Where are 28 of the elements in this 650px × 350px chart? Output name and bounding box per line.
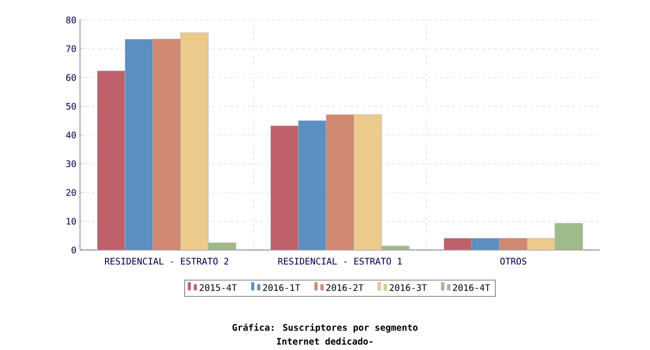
bar [97,70,126,250]
text: Gráfica: Suscriptores por segmento [232,323,418,333]
legend-label: 2016-3T [390,284,427,291]
legend-label: 2015-4T [200,284,237,291]
y-tick-label: 30 [66,160,76,168]
y-tick-label: 20 [66,189,76,196]
bar [180,32,208,250]
y-tick-label: 0 [72,246,76,254]
bar [298,120,326,250]
y-tick-label: 60 [66,74,76,81]
legend-label: 2016-1T [263,284,300,291]
legend-label: 2016-4T [453,284,490,291]
y-tick-label: 40 [66,132,76,138]
y-tick-label: 50 [66,102,76,110]
y-tick-label: 70 [66,45,76,52]
bar [472,238,500,250]
bar [270,126,299,250]
bar [444,238,472,250]
legend-label: 2016-2T [326,284,364,291]
x-tick-label: OTROS [500,258,526,265]
x-tick-label: RESIDENCIAL - ESTRATO 1 [278,258,402,265]
y-tick-label: 10 [66,218,76,225]
y-tick-label: 80 [66,16,76,24]
bar [354,114,382,250]
x-tick-label: RESIDENCIAL - ESTRATO 2 [104,258,228,265]
bar [526,238,556,250]
text: Internet dedicado- [276,337,372,345]
bar [124,39,154,250]
